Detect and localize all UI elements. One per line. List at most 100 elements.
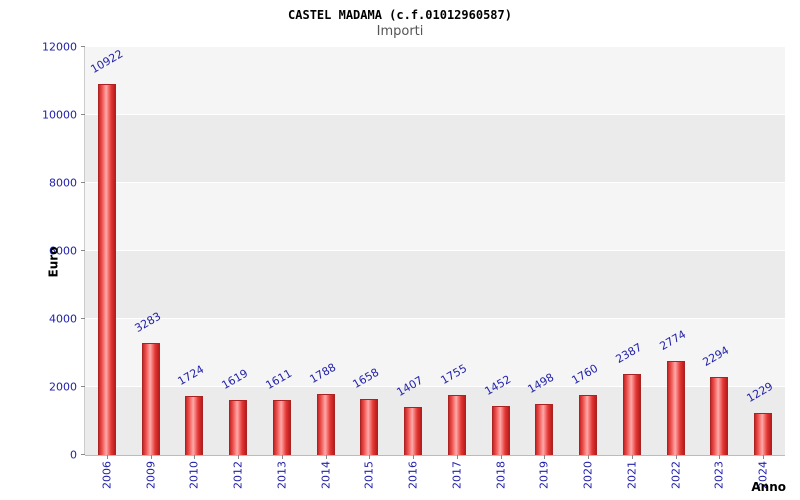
y-axis-label: Euro — [46, 246, 61, 278]
gridline — [85, 386, 785, 388]
x-tick-label: 2013 — [275, 461, 289, 489]
x-tick-mark — [106, 455, 108, 459]
bar-slot: 1498 2019 — [523, 47, 567, 489]
x-tick-mark — [763, 455, 765, 459]
x-tick-label: 2021 — [625, 461, 639, 489]
y-tick-mark — [81, 386, 85, 388]
x-tick-mark — [675, 455, 677, 459]
y-tick-mark — [81, 250, 85, 251]
y-axis-line — [84, 47, 85, 455]
y-tick-mark — [81, 46, 85, 47]
bar-value-label: 1498 — [525, 370, 557, 397]
bar-slot: 1452 2018 — [479, 47, 523, 489]
x-tick-label: 2023 — [712, 461, 726, 489]
y-tick-label: 8000 — [49, 176, 77, 190]
bar-slot: 2387 2021 — [610, 47, 654, 489]
y-tick-mark — [81, 114, 85, 115]
bar — [447, 395, 466, 455]
x-tick-label: 2017 — [450, 461, 464, 489]
bar-slot: 1658 2015 — [348, 47, 392, 489]
bar-slot: 2774 2022 — [654, 47, 698, 489]
bar — [535, 404, 554, 455]
bar-value-label: 1229 — [744, 379, 776, 406]
x-tick-mark — [588, 455, 590, 459]
bar-value-label: 10922 — [88, 46, 126, 76]
x-tick-label: 2016 — [406, 461, 420, 489]
x-tick-label: 2022 — [669, 461, 683, 489]
x-tick-label: 2012 — [231, 461, 245, 489]
x-tick-mark — [413, 455, 415, 459]
bar-value-label: 1788 — [307, 360, 338, 387]
y-tick-mark — [81, 318, 85, 320]
x-tick-label: 2009 — [144, 461, 158, 489]
x-tick-mark — [281, 455, 283, 459]
bar-value-label: 1755 — [438, 362, 470, 388]
bar-value-label: 1760 — [569, 361, 601, 388]
gridline — [85, 250, 785, 251]
bar — [754, 413, 773, 455]
y-tick-label: 6000 — [49, 244, 77, 258]
x-tick-label: 2010 — [187, 461, 201, 489]
gridline — [85, 46, 785, 47]
x-axis-label: Anno — [751, 480, 786, 494]
gridline — [85, 114, 785, 115]
x-tick-mark — [194, 455, 196, 459]
bar-value-label: 1611 — [263, 366, 295, 393]
bar — [316, 394, 335, 455]
y-tick-label: 10000 — [42, 108, 77, 122]
x-tick-label: 2006 — [100, 461, 114, 489]
bar — [360, 398, 379, 455]
bar — [579, 395, 598, 455]
bar-value-label: 1452 — [482, 372, 513, 398]
bar-slot: 1229 2024 — [741, 47, 785, 489]
bar — [97, 83, 116, 455]
plot-area: 10922 2006 3283 2009 1724 2010 1619 2012 1611 201… — [42, 41, 785, 489]
bar — [491, 405, 510, 455]
bar-slot: 1619 2012 — [216, 47, 260, 489]
x-tick-mark — [325, 455, 327, 459]
x-tick-mark — [631, 455, 633, 459]
bar-value-label: 1619 — [219, 366, 251, 392]
bar — [272, 400, 291, 455]
bar-value-label: 1724 — [175, 363, 207, 389]
bars-layer: 10922 2006 3283 2009 1724 2010 1619 2012 1611 201… — [85, 46, 785, 489]
bar-value-label: 3283 — [132, 310, 163, 336]
x-tick-label: 2018 — [494, 461, 508, 489]
x-axis-line — [85, 455, 785, 456]
x-tick-mark — [719, 455, 721, 459]
bar-value-label: 2387 — [613, 340, 645, 366]
bar-slot: 1724 2010 — [173, 47, 217, 489]
bar-value-label: 1658 — [350, 365, 382, 391]
x-tick-mark — [544, 455, 546, 459]
chart-title: CASTEL MADAMA (c.f.01012960587) — [288, 8, 512, 22]
bar — [229, 399, 248, 455]
bar-slot: 1611 2013 — [260, 47, 304, 489]
x-tick-mark — [456, 455, 458, 459]
x-tick-label: 2019 — [537, 461, 551, 489]
bar-slot: 2294 2023 — [698, 47, 742, 489]
plot-band — [85, 183, 785, 251]
bar-slot: 1755 2017 — [435, 47, 479, 489]
plot-band — [85, 251, 785, 320]
y-tick-label: 2000 — [49, 380, 77, 394]
x-tick-mark — [500, 455, 502, 459]
bar-value-label: 1407 — [394, 373, 426, 400]
bar — [622, 373, 641, 455]
x-tick-label: 2020 — [581, 461, 595, 489]
bar-value-label: 2294 — [700, 343, 732, 370]
bar-slot: 1760 2020 — [566, 47, 610, 489]
y-tick-label: 12000 — [42, 40, 77, 54]
bar-slot: 1788 2014 — [304, 47, 348, 489]
x-tick-label: 2014 — [319, 461, 333, 489]
chart-subtitle: Importi — [376, 24, 424, 39]
y-tick-label: 4000 — [49, 312, 77, 326]
bar — [666, 360, 685, 455]
y-tick-label: 0 — [70, 448, 77, 462]
bar — [404, 407, 423, 455]
bar-slot: 10922 2006 — [85, 46, 129, 489]
y-tick-mark — [81, 182, 85, 184]
y-tick-mark — [81, 454, 85, 455]
bar — [185, 396, 204, 455]
x-tick-mark — [369, 455, 371, 459]
